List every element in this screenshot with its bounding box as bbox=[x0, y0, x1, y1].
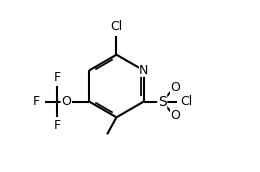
Text: F: F bbox=[54, 119, 61, 132]
Text: S: S bbox=[158, 95, 167, 109]
Text: Cl: Cl bbox=[110, 20, 122, 33]
Text: O: O bbox=[170, 81, 180, 94]
Text: N: N bbox=[139, 64, 148, 77]
Text: O: O bbox=[61, 95, 71, 108]
Text: Cl: Cl bbox=[180, 95, 193, 108]
Text: O: O bbox=[170, 109, 180, 122]
Text: F: F bbox=[32, 95, 40, 108]
Text: F: F bbox=[54, 71, 61, 84]
